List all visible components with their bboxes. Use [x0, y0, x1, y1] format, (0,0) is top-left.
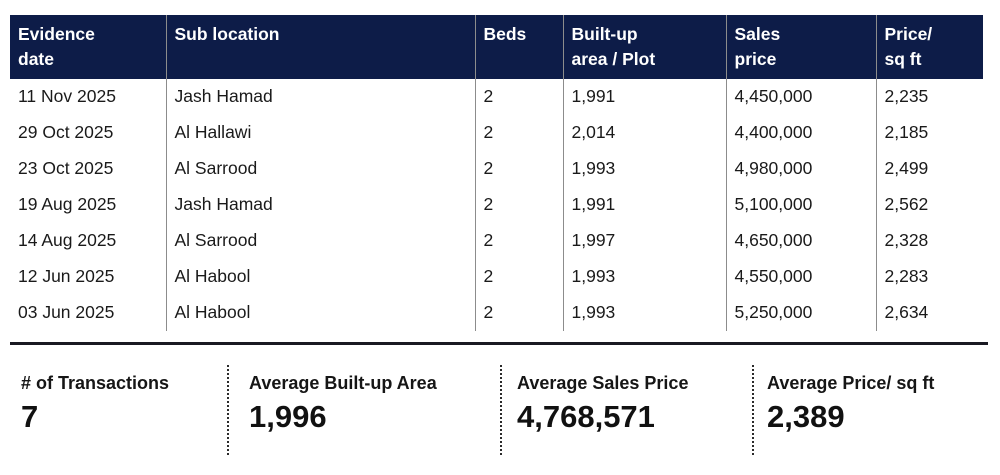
- cell-evidence-date: 14 Aug 2025: [18, 230, 117, 251]
- table-row: 03 Jun 2025 Al Habool 2 1,993 5,250,000 …: [10, 294, 983, 331]
- cell-sales-price: 5,250,000: [725, 294, 876, 331]
- cell-built-up-area: 1,993: [562, 150, 726, 187]
- transactions-table: Evidence date Sub location Beds Built-up…: [10, 15, 983, 331]
- cell-sub-location: Al Hallawi: [165, 114, 475, 151]
- cell-sub-location: Al Sarrood: [165, 222, 475, 259]
- cell-beds: 2: [474, 186, 563, 223]
- cell-built-up-area: 2,014: [562, 114, 726, 151]
- stat-value: 1,996: [249, 398, 327, 434]
- cell-beds: 2: [474, 150, 563, 187]
- table-body: 11 Nov 2025 Jash Hamad 2 1,991 4,450,000…: [10, 78, 983, 331]
- cell-sub-location: Al Habool: [165, 258, 475, 295]
- column-header-evidence-date: Evidence date: [10, 15, 166, 79]
- stat-label: Average Built-up Area: [249, 372, 437, 393]
- table-row: 12 Jun 2025 Al Habool 2 1,993 4,550,000 …: [10, 258, 983, 295]
- cell-evidence-date: 19 Aug 2025: [18, 194, 117, 215]
- cell-sub-location: Al Habool: [165, 294, 475, 331]
- cell-evidence-date: 12 Jun 2025: [18, 266, 115, 287]
- stat-value: 7: [21, 398, 39, 434]
- column-header-price-sqft: Price/ sq ft: [875, 15, 983, 79]
- stat-transactions-count: # of Transactions 7: [10, 365, 227, 455]
- cell-built-up-area: 1,993: [562, 258, 726, 295]
- stat-value: 4,768,571: [517, 398, 655, 434]
- table-row: 29 Oct 2025 Al Hallawi 2 2,014 4,400,000…: [10, 114, 983, 151]
- cell-price-sqft: 2,328: [875, 222, 983, 259]
- cell-sales-price: 4,980,000: [725, 150, 876, 187]
- table-header: Evidence date Sub location Beds Built-up…: [10, 15, 983, 79]
- cell-sub-location: Al Sarrood: [165, 150, 475, 187]
- cell-evidence-date: 29 Oct 2025: [18, 122, 114, 143]
- stat-average-built-up-area: Average Built-up Area 1,996: [227, 364, 500, 455]
- column-header-sub-location: Sub location: [165, 15, 475, 79]
- cell-sales-price: 4,400,000: [725, 114, 876, 151]
- cell-beds: 2: [474, 294, 563, 331]
- cell-price-sqft: 2,235: [875, 78, 983, 115]
- cell-price-sqft: 2,185: [875, 114, 983, 151]
- cell-sub-location: Jash Hamad: [165, 186, 475, 223]
- column-header-sales-price: Sales price: [725, 15, 876, 79]
- table-row: 14 Aug 2025 Al Sarrood 2 1,997 4,650,000…: [10, 222, 983, 259]
- table-row: 19 Aug 2025 Jash Hamad 2 1,991 5,100,000…: [10, 186, 983, 223]
- cell-evidence-date: 11 Nov 2025: [18, 86, 116, 107]
- stat-label: Average Price/ sq ft: [767, 372, 935, 393]
- cell-evidence-date: 03 Jun 2025: [18, 302, 115, 323]
- cell-built-up-area: 1,991: [562, 186, 726, 223]
- cell-sales-price: 4,650,000: [725, 222, 876, 259]
- stat-average-price-sqft: Average Price/ sq ft 2,389: [752, 364, 990, 455]
- cell-price-sqft: 2,634: [875, 294, 983, 331]
- cell-built-up-area: 1,991: [562, 78, 726, 115]
- cell-beds: 2: [474, 258, 563, 295]
- table-row: 23 Oct 2025 Al Sarrood 2 1,993 4,980,000…: [10, 150, 983, 187]
- stat-label: # of Transactions: [21, 372, 170, 393]
- cell-beds: 2: [474, 78, 563, 115]
- stat-label: Average Sales Price: [517, 372, 689, 393]
- cell-price-sqft: 2,283: [875, 258, 983, 295]
- cell-beds: 2: [474, 222, 563, 259]
- cell-price-sqft: 2,499: [875, 150, 983, 187]
- column-header-built-up-area: Built-up area / Plot: [562, 15, 726, 79]
- cell-sales-price: 4,450,000: [725, 78, 876, 115]
- stat-value: 2,389: [767, 398, 845, 434]
- transactions-report: Evidence date Sub location Beds Built-up…: [10, 15, 990, 455]
- cell-sub-location: Jash Hamad: [165, 78, 475, 115]
- table-row: 11 Nov 2025 Jash Hamad 2 1,991 4,450,000…: [10, 78, 983, 115]
- summary-strip: # of Transactions 7 Average Built-up Are…: [10, 364, 990, 455]
- table-header-row: Evidence date Sub location Beds Built-up…: [10, 15, 983, 79]
- column-header-beds: Beds: [474, 15, 563, 79]
- summary-separator-line: [10, 341, 988, 345]
- stat-average-sales-price: Average Sales Price 4,768,571: [500, 364, 752, 455]
- cell-evidence-date: 23 Oct 2025: [18, 158, 114, 179]
- cell-sales-price: 5,100,000: [725, 186, 876, 223]
- cell-sales-price: 4,550,000: [725, 258, 876, 295]
- cell-price-sqft: 2,562: [875, 186, 983, 223]
- cell-built-up-area: 1,997: [562, 222, 726, 259]
- cell-built-up-area: 1,993: [562, 294, 726, 331]
- cell-beds: 2: [474, 114, 563, 151]
